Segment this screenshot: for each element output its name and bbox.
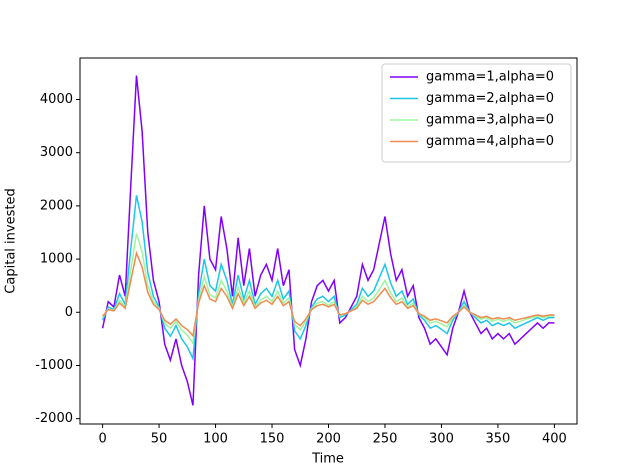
- x-tick-label: 100: [203, 432, 228, 447]
- x-tick-label: 250: [373, 432, 398, 447]
- x-tick-label: 400: [542, 432, 567, 447]
- x-tick-label: 150: [260, 432, 285, 447]
- x-tick-label: 0: [98, 432, 106, 447]
- legend-label: gamma=2,alpha=0: [426, 91, 554, 106]
- series-line: [101, 233, 555, 346]
- legend-label: gamma=4,alpha=0: [426, 134, 554, 149]
- series-line: [101, 75, 555, 406]
- legend-label: gamma=3,alpha=0: [426, 113, 554, 128]
- y-tick-label: 3000: [40, 145, 73, 160]
- x-tick-label: 200: [316, 432, 341, 447]
- plot-frame: [79, 57, 578, 425]
- x-tick-label: 50: [151, 432, 168, 447]
- x-tick-label: 350: [486, 432, 511, 447]
- y-tick-label: -2000: [35, 411, 73, 426]
- y-tick-label: 4000: [40, 92, 73, 107]
- y-tick-label: 0: [65, 305, 73, 320]
- legend-label: gamma=1,alpha=0: [426, 70, 554, 85]
- series-line: [101, 195, 555, 362]
- y-tick-label: 2000: [40, 198, 73, 213]
- x-axis-label: Time: [311, 452, 344, 467]
- y-axis-label: Capital invested: [4, 188, 19, 293]
- legend-box: [381, 63, 572, 163]
- x-tick-label: 300: [429, 432, 454, 447]
- y-tick-label: -1000: [35, 358, 73, 373]
- series-line: [102, 250, 555, 338]
- y-tick-label: 1000: [40, 252, 73, 267]
